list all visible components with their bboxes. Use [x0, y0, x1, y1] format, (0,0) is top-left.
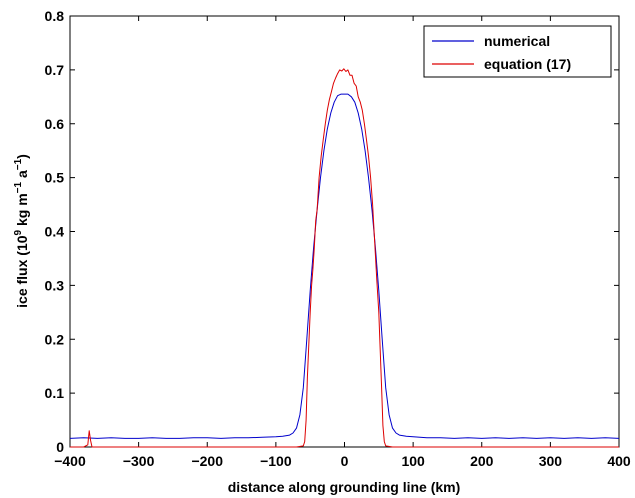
y-label-sup1: 9 — [13, 229, 24, 235]
y-tick-label: 0.5 — [45, 170, 65, 186]
x-tick-label: 100 — [401, 453, 425, 469]
legend-label-numerical: numerical — [484, 33, 550, 49]
y-tick-label: 0.1 — [45, 385, 65, 401]
y-label-sup3: −1 — [13, 158, 24, 170]
legend-label-equation: equation (17) — [484, 56, 571, 72]
x-tick-label: −100 — [260, 453, 292, 469]
y-tick-label: 0.2 — [45, 331, 65, 347]
x-tick-label: −200 — [191, 453, 223, 469]
x-axis-label: distance along grounding line (km) — [228, 479, 461, 495]
y-label-middle2: a — [14, 170, 30, 182]
x-axis-ticks: −400 −300 −200 −100 0 100 200 300 400 — [54, 16, 631, 469]
series-line-1 — [70, 68, 619, 448]
y-tick-label: 0 — [56, 439, 64, 455]
y-label-sup2: −1 — [13, 181, 24, 193]
y-axis-ticks: 0 0.1 0.2 0.3 0.4 0.5 0.6 0.7 0.8 — [45, 8, 619, 455]
legend-box — [423, 25, 612, 78]
x-tick-label: 0 — [341, 453, 349, 469]
plot-area — [69, 15, 620, 448]
y-tick-label: 0.8 — [45, 8, 65, 24]
y-tick-label: 0.3 — [45, 277, 65, 293]
y-label-middle1: kg m — [14, 193, 30, 230]
y-tick-label: 0.6 — [45, 116, 65, 132]
series-line-0 — [69, 93, 620, 439]
y-axis-label: ice flux (109 kg m−1 a−1) — [13, 154, 30, 308]
y-tick-label: 0.4 — [45, 224, 65, 240]
x-tick-label: 400 — [607, 453, 631, 469]
y-label-suffix: ) — [14, 154, 30, 159]
y-label-prefix: ice flux (10 — [14, 235, 30, 308]
x-tick-label: −400 — [54, 453, 86, 469]
x-tick-label: 200 — [470, 453, 494, 469]
legend: numerical equation (17) — [423, 25, 612, 78]
y-tick-label: 0.7 — [45, 62, 65, 78]
series-lines — [69, 68, 620, 448]
x-tick-label: −300 — [123, 453, 155, 469]
x-tick-label: 300 — [539, 453, 563, 469]
